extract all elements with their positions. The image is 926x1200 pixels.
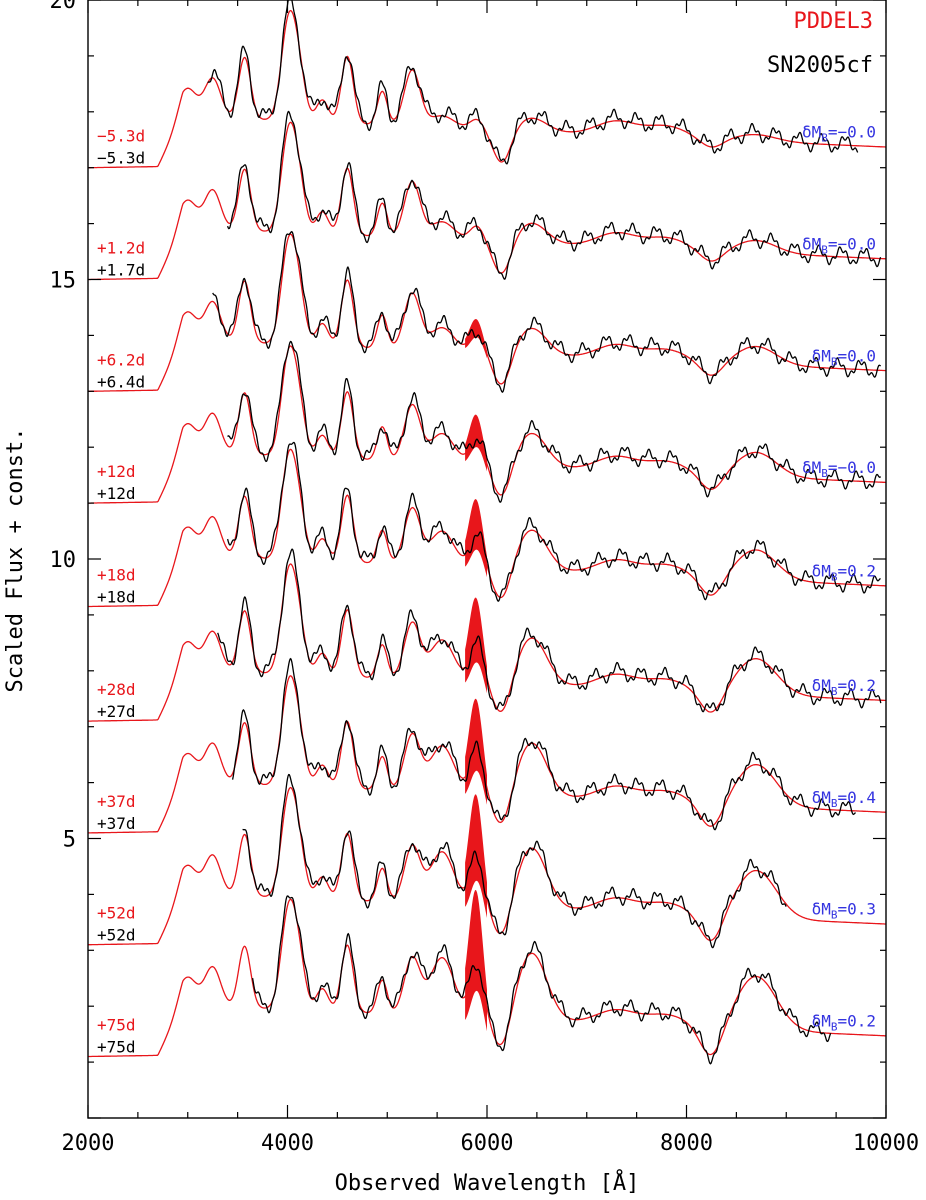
model-epoch-label: +28d bbox=[97, 680, 136, 699]
model-epoch-label: +1.2d bbox=[97, 239, 145, 258]
feature-band bbox=[465, 319, 487, 359]
delta-mb-label: δMB=0.4 bbox=[812, 788, 876, 810]
model-spectrum bbox=[88, 675, 886, 834]
model-spectrum bbox=[88, 448, 886, 608]
observed-spectrum bbox=[212, 230, 882, 393]
observed-epoch-label: +75d bbox=[97, 1038, 136, 1057]
legend-observed: SN2005cf bbox=[767, 53, 873, 78]
observed-spectrum bbox=[217, 548, 882, 713]
delta-mb-label: δMB=0.2 bbox=[812, 562, 876, 584]
observed-spectrum bbox=[242, 773, 787, 949]
observed-spectrum bbox=[207, 0, 859, 165]
observed-epoch-label: +52d bbox=[97, 926, 136, 945]
model-spectrum bbox=[88, 233, 886, 392]
observed-spectrum bbox=[226, 441, 881, 603]
observed-spectrum bbox=[251, 895, 832, 1065]
x-tick-label: 8000 bbox=[660, 1131, 713, 1156]
model-spectrum bbox=[88, 9, 886, 169]
model-epoch-label: +75d bbox=[97, 1016, 136, 1035]
axes: 2000 4000 6000 8000 10000 5 10 15 20 bbox=[50, 0, 919, 1156]
observed-epoch-label: −5.3d bbox=[97, 149, 145, 168]
epoch-labels: −5.3d −5.3d δMB=−0.0 +1.2d +1.7d δMB=−0.0 +6.2… bbox=[97, 123, 876, 1057]
x-axis-label: Observed Wavelength [Å] bbox=[335, 1169, 640, 1196]
delta-mb-label: δMB=−0.0 bbox=[802, 235, 876, 257]
delta-mb-label: δMB=0.3 bbox=[812, 900, 876, 922]
y-tick-label: 5 bbox=[63, 828, 76, 853]
model-epoch-label: −5.3d bbox=[97, 127, 145, 146]
legend-model: PDDEL3 bbox=[794, 9, 873, 34]
x-tick-label: 6000 bbox=[461, 1131, 514, 1156]
model-epoch-label: +52d bbox=[97, 904, 136, 923]
delta-mb-label: δMB=0.0 bbox=[812, 346, 876, 368]
y-axis-label: Scaled Flux + const. bbox=[3, 428, 28, 693]
delta-mb-label: δMB=−0.0 bbox=[802, 458, 876, 480]
y-tick-label: 20 bbox=[50, 0, 77, 14]
y-tick-label: 10 bbox=[50, 548, 77, 573]
observed-spectrum bbox=[227, 340, 882, 503]
observed-epoch-label: +27d bbox=[97, 702, 136, 721]
y-tick-label: 15 bbox=[50, 269, 77, 294]
observed-epoch-label: +6.4d bbox=[97, 372, 145, 391]
x-tick-label: 4000 bbox=[261, 1131, 314, 1156]
delta-mb-label: δMB=0.2 bbox=[812, 1012, 876, 1034]
model-spectrum bbox=[88, 786, 886, 946]
feature-band bbox=[465, 597, 487, 694]
observed-epoch-label: +1.7d bbox=[97, 261, 145, 280]
x-tick-label: 10000 bbox=[853, 1131, 919, 1156]
model-spectrum bbox=[88, 563, 886, 722]
feature-band bbox=[465, 414, 487, 472]
delta-mb-label: δMB=−0.0 bbox=[802, 123, 876, 145]
observed-spectrum bbox=[226, 110, 882, 280]
observed-epoch-label: +18d bbox=[97, 588, 136, 607]
model-spectrum bbox=[88, 121, 886, 281]
observed-epoch-label: +12d bbox=[97, 484, 136, 503]
feature-band bbox=[465, 698, 487, 805]
model-epoch-label: +6.2d bbox=[97, 350, 145, 369]
model-spectrum bbox=[88, 898, 886, 1058]
model-spectrum bbox=[88, 345, 886, 504]
spectra-curves bbox=[88, 0, 886, 1065]
delta-mb-label: δMB=0.2 bbox=[812, 676, 876, 698]
feature-band bbox=[465, 890, 487, 1032]
model-epoch-label: +37d bbox=[97, 792, 136, 811]
observed-epoch-label: +37d bbox=[97, 814, 136, 833]
model-epoch-label: +12d bbox=[97, 462, 136, 481]
observed-spectrum bbox=[231, 657, 856, 831]
model-epoch-label: +18d bbox=[97, 566, 136, 585]
x-tick-label: 2000 bbox=[62, 1131, 115, 1156]
